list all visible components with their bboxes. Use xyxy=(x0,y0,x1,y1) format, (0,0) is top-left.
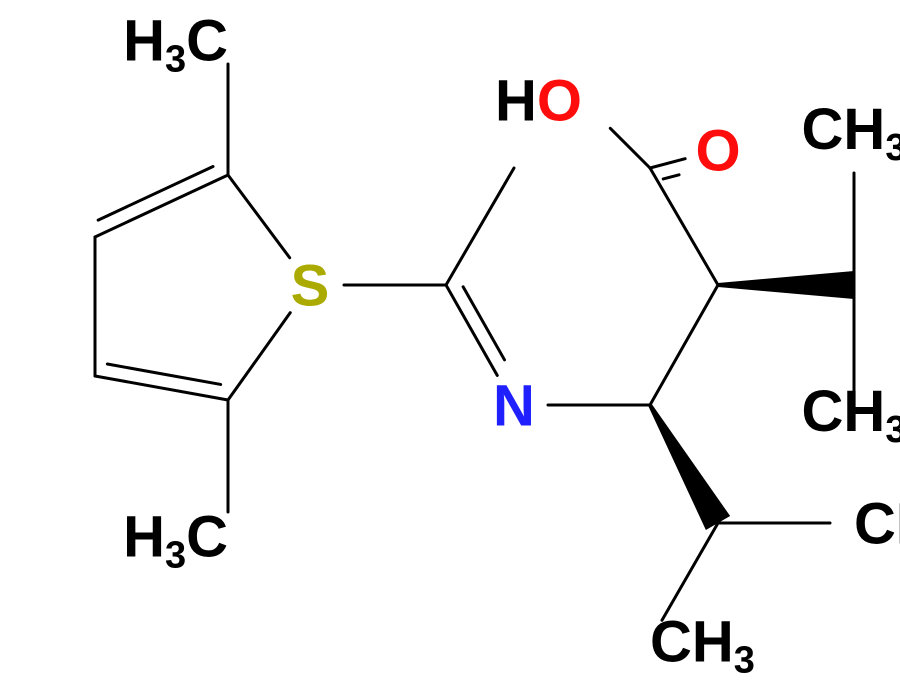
atom-label: N xyxy=(493,373,535,438)
atom-label: CH3 xyxy=(802,97,900,169)
wedge-bond xyxy=(718,271,854,299)
bond xyxy=(650,285,718,405)
bond xyxy=(663,175,679,179)
bond xyxy=(650,159,685,168)
atom-label: S xyxy=(291,253,330,318)
bond xyxy=(95,175,228,237)
bond xyxy=(610,128,650,168)
atom-label: H3C xyxy=(123,504,228,576)
atom-label: HO xyxy=(495,68,582,133)
bond xyxy=(446,285,497,375)
wedge-bond xyxy=(648,404,730,530)
bond xyxy=(98,167,213,221)
bond xyxy=(228,175,290,258)
atom-label: CH3 xyxy=(854,491,900,563)
chemical-structure: S N O HO H3C H3C CH3 CH3 CH3 CH3 xyxy=(0,0,900,680)
atom-label: O xyxy=(695,118,740,183)
bond xyxy=(650,168,718,285)
atom-label: CH3 xyxy=(802,379,900,451)
bond xyxy=(228,313,290,400)
atom-labels: S N O HO H3C H3C CH3 CH3 CH3 CH3 xyxy=(123,8,900,680)
atom-label: CH3 xyxy=(650,609,755,680)
bond xyxy=(446,168,514,285)
bond xyxy=(662,523,718,620)
bond xyxy=(95,376,228,400)
atom-label: H3C xyxy=(123,8,228,80)
